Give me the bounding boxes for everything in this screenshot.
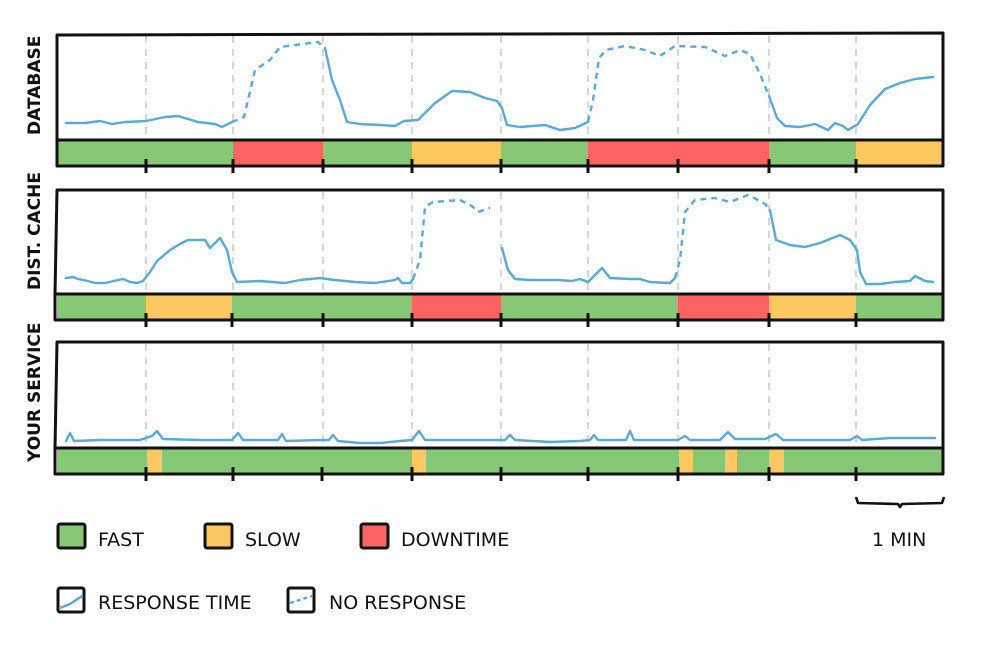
legend-response-time: RESPONSE TIME bbox=[56, 586, 252, 614]
panel-dist-cache: DIST. CACHE bbox=[25, 172, 945, 327]
response-line bbox=[323, 46, 590, 132]
segment-fast bbox=[323, 140, 412, 166]
legend-fast: FAST bbox=[56, 522, 144, 551]
no-response-line bbox=[231, 40, 326, 124]
segment-slow bbox=[769, 294, 856, 320]
no-response-swatch-icon bbox=[289, 594, 313, 605]
segment-slow bbox=[412, 448, 426, 474]
legend-downtime: DOWNTIME bbox=[359, 522, 509, 551]
legend-label-slow: SLOW bbox=[245, 529, 301, 551]
response-line bbox=[64, 114, 234, 129]
x-ticks bbox=[144, 159, 858, 173]
response-line bbox=[64, 429, 937, 445]
response-line bbox=[500, 246, 677, 285]
fast-swatch bbox=[56, 522, 87, 550]
segment-slow bbox=[147, 448, 162, 474]
segment-slow bbox=[679, 448, 693, 474]
legend-slow: SLOW bbox=[203, 522, 301, 551]
segment-downtime bbox=[233, 140, 323, 166]
grid-lines bbox=[145, 344, 857, 446]
segment-slow bbox=[725, 448, 737, 474]
no-response-line bbox=[586, 44, 771, 123]
panel-label-database: DATABASE bbox=[25, 36, 45, 135]
response-line bbox=[768, 208, 935, 286]
x-ticks bbox=[144, 313, 858, 327]
response-line bbox=[767, 75, 935, 132]
segment-fast bbox=[501, 140, 588, 166]
segment-fast bbox=[856, 294, 943, 320]
segment-slow bbox=[769, 448, 784, 474]
panel-database: DATABASE bbox=[25, 31, 945, 173]
segment-downtime bbox=[412, 294, 501, 320]
scale-annotation: 1 MIN bbox=[854, 496, 946, 551]
segment-slow bbox=[146, 294, 232, 320]
no-response-line bbox=[673, 193, 771, 279]
legend: FAST SLOW DOWNTIME RESPONSE TIME NO RESP… bbox=[56, 522, 509, 614]
downtime-swatch bbox=[359, 522, 390, 550]
grid-lines bbox=[145, 36, 857, 138]
legend-label-fast: FAST bbox=[98, 529, 144, 551]
segment-downtime bbox=[678, 294, 769, 320]
segment-fast bbox=[57, 294, 146, 320]
panel-frame bbox=[53, 188, 945, 296]
legend-label-no-response: NO RESPONSE bbox=[329, 592, 466, 614]
response-line-swatch-icon bbox=[58, 594, 84, 610]
response-line bbox=[64, 236, 415, 285]
x-ticks bbox=[144, 467, 858, 481]
legend-label-downtime: DOWNTIME bbox=[401, 529, 509, 551]
segment-slow bbox=[856, 140, 943, 166]
panel-your-service: YOUR SERVICE bbox=[25, 323, 945, 481]
panel-label-dist-cache: DIST. CACHE bbox=[25, 172, 45, 290]
no-response-line bbox=[411, 198, 491, 280]
slow-swatch bbox=[203, 522, 234, 550]
panel-frame bbox=[53, 340, 945, 450]
segment-slow bbox=[412, 140, 501, 166]
legend-label-response-time: RESPONSE TIME bbox=[98, 592, 252, 614]
segment-fast bbox=[769, 140, 856, 166]
panel-label-your-service: YOUR SERVICE bbox=[25, 323, 45, 464]
grid-lines bbox=[145, 192, 857, 292]
legend-no-response: NO RESPONSE bbox=[286, 586, 466, 614]
scale-label: 1 MIN bbox=[872, 529, 926, 551]
